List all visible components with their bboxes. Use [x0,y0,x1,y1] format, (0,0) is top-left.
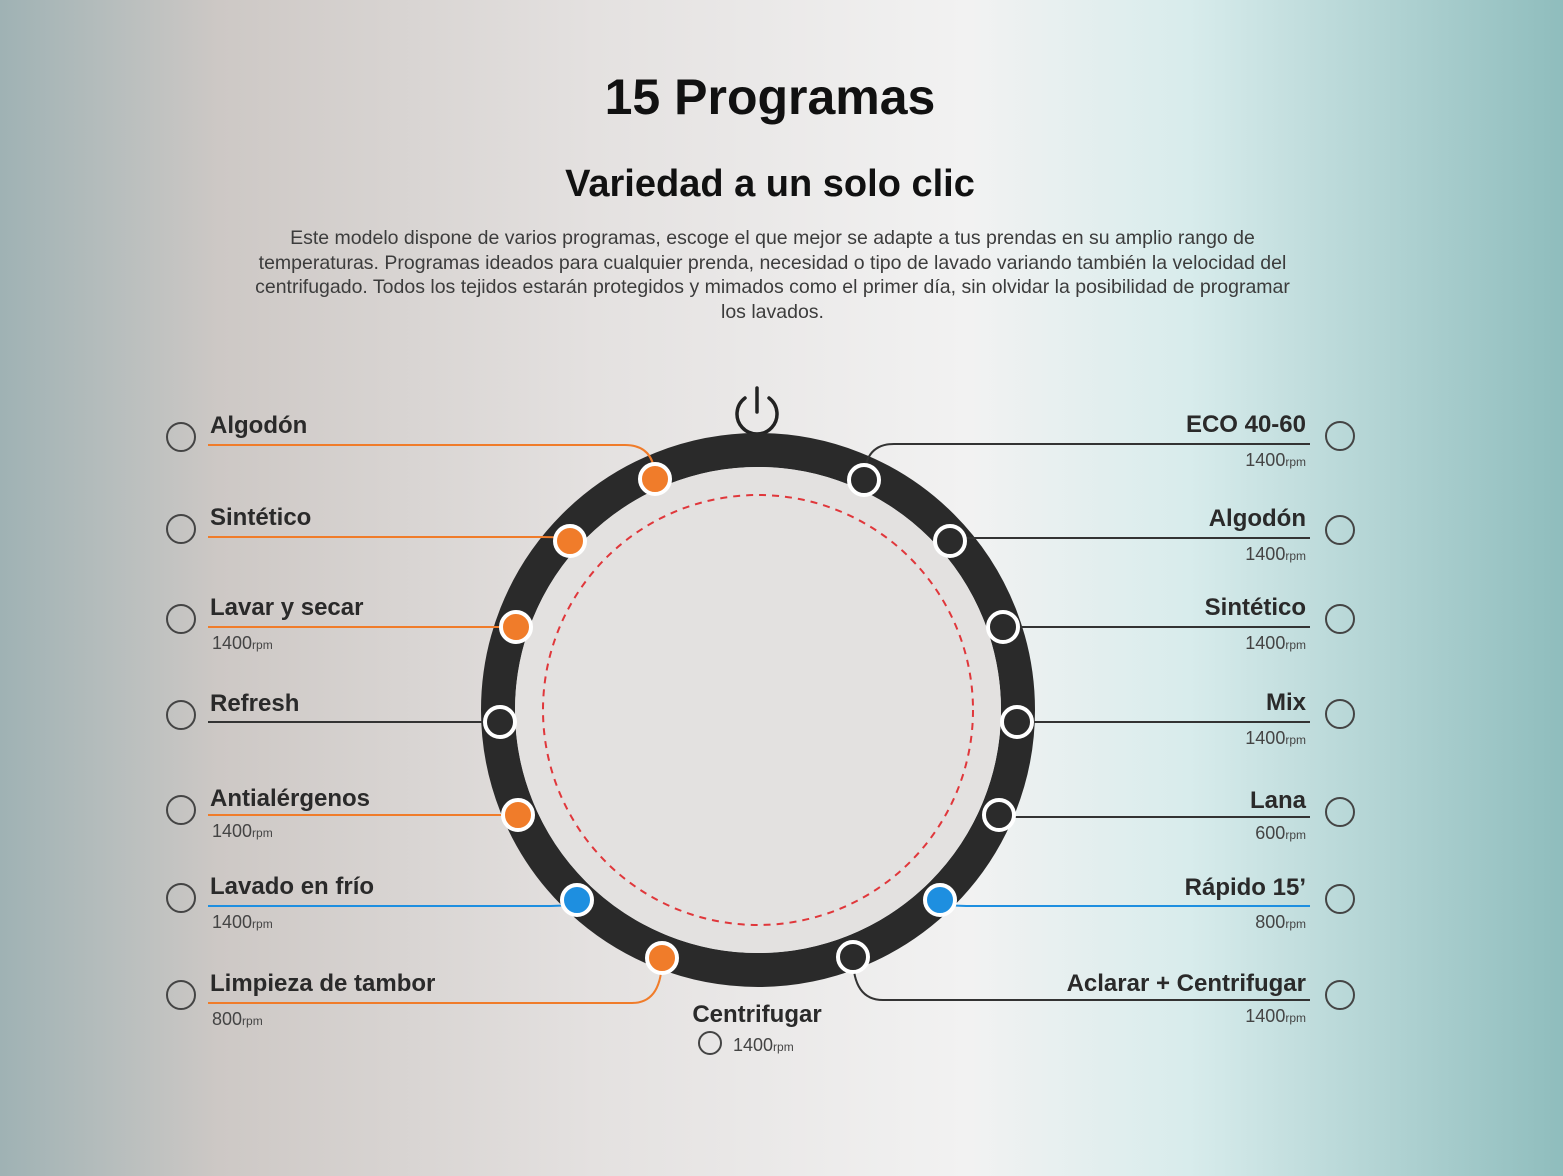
icon [166,883,196,913]
dial-face [515,467,1001,953]
program-speed: 1400rpm [1245,544,1306,564]
icon [166,604,196,634]
program-speed: 1400rpm [1245,633,1306,653]
program-name: Rápido 15’ [1185,874,1306,901]
unit: rpm [252,826,273,840]
program-dot [553,524,587,558]
icon [1325,604,1355,634]
leader-line [208,444,656,480]
speed: 1400 [1245,450,1285,470]
program-dot [483,705,517,739]
icon [166,514,196,544]
program-name: Lana [1250,787,1307,814]
program-name: Limpieza de tambor [210,970,435,997]
unit: rpm [252,638,273,652]
program-dot [501,798,535,832]
power-icon [735,386,779,436]
icon [166,795,196,825]
program-speed: 600rpm [1255,823,1306,843]
program-name: Algodón [1209,505,1306,532]
icon [1325,699,1355,729]
program-dot [638,462,672,496]
program-speed: 1400rpm [212,821,273,841]
icon [1325,797,1355,827]
speed: 1400 [1245,1006,1285,1026]
icon [1325,980,1355,1010]
program-dot [923,883,957,917]
subtitle: Variedad a un solo clic [565,163,975,205]
description: Este modelo dispone de varios programas,… [255,227,1290,323]
program-speed: 1400rpm [212,633,273,653]
speed: 1400 [212,912,252,932]
speed: 1400 [1245,544,1285,564]
unit: rpm [1285,828,1306,842]
program-name: Lavar y secar [210,594,363,621]
leader-line [208,536,571,542]
program-speed: 1400rpm [1245,1006,1306,1026]
icon [1325,421,1355,451]
program-dot [1000,705,1034,739]
speed: 1400 [212,821,252,841]
unit: rpm [1285,733,1306,747]
speed: 1400 [1245,633,1285,653]
program-speed: 1400rpm [733,1035,794,1055]
title: 15 Programas [605,69,936,125]
unit: rpm [1285,1011,1306,1025]
program-dot [847,463,881,497]
unit: rpm [1285,638,1306,652]
program-speed: 1400rpm [1245,728,1306,748]
program-name: Algodón [210,412,307,439]
icon [166,422,196,452]
icon [698,1031,722,1055]
icon [166,980,196,1010]
speed: 600 [1255,823,1285,843]
program-name: Aclarar + Centrifugar [1067,970,1306,997]
program-dot [836,940,870,974]
program-name: Sintético [1205,594,1306,621]
program-name: Refresh [210,690,299,717]
program-name: Sintético [210,504,311,531]
leader-line [863,443,1310,481]
unit: rpm [773,1040,794,1054]
program-dot [560,883,594,917]
speed: 1400 [1245,728,1285,748]
dial-dashed [542,494,974,926]
unit: rpm [1285,549,1306,563]
speed: 800 [1255,912,1285,932]
unit: rpm [242,1014,263,1028]
program-name: ECO 40-60 [1186,411,1306,438]
program-dot [986,610,1020,644]
program-speed: 1400rpm [1245,450,1306,470]
unit: rpm [1285,455,1306,469]
icon [166,700,196,730]
leader-line [208,899,578,907]
program-name: Lavado en frío [210,873,374,900]
program-dot [499,610,533,644]
program-name: Antialérgenos [210,785,370,812]
icon [1325,515,1355,545]
speed: 1400 [212,633,252,653]
speed: 1400 [733,1035,773,1055]
program-name: Centrifugar [692,1001,821,1028]
program-speed: 1400rpm [212,912,273,932]
speed: 800 [212,1009,242,1029]
icon [1325,884,1355,914]
unit: rpm [1285,917,1306,931]
unit: rpm [252,917,273,931]
program-dot [645,941,679,975]
program-dot [933,524,967,558]
program-dot [982,798,1016,832]
program-speed: 800rpm [1255,912,1306,932]
program-speed: 800rpm [212,1009,263,1029]
program-name: Mix [1266,689,1307,716]
